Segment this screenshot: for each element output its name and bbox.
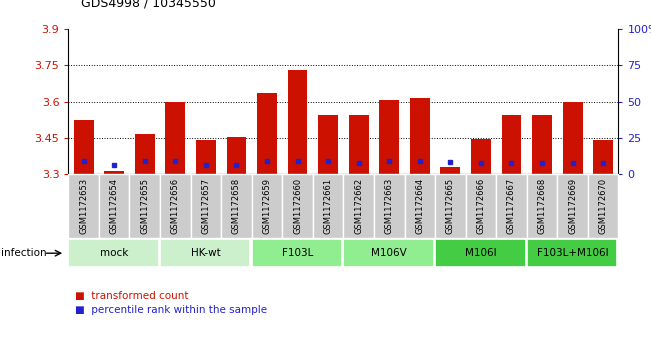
Bar bbox=[471, 139, 491, 174]
Bar bbox=[318, 115, 338, 174]
Bar bbox=[288, 70, 307, 174]
Text: GSM1172665: GSM1172665 bbox=[446, 178, 455, 234]
Text: ■  transformed count: ■ transformed count bbox=[75, 291, 188, 301]
Bar bbox=[74, 120, 94, 174]
Bar bbox=[227, 137, 246, 174]
Bar bbox=[68, 174, 99, 238]
Bar bbox=[435, 174, 465, 238]
Bar bbox=[283, 174, 313, 238]
Bar bbox=[593, 140, 613, 174]
Text: GSM1172667: GSM1172667 bbox=[507, 178, 516, 234]
Text: GSM1172659: GSM1172659 bbox=[262, 178, 271, 234]
Text: GSM1172655: GSM1172655 bbox=[140, 178, 149, 234]
Text: HK-wt: HK-wt bbox=[191, 248, 221, 258]
Text: GDS4998 / 10345550: GDS4998 / 10345550 bbox=[81, 0, 216, 9]
Bar bbox=[501, 115, 521, 174]
Bar bbox=[527, 174, 557, 238]
Bar bbox=[252, 174, 283, 238]
Text: GSM1172660: GSM1172660 bbox=[293, 178, 302, 234]
Bar bbox=[135, 134, 155, 174]
Bar bbox=[165, 102, 186, 174]
Text: GSM1172656: GSM1172656 bbox=[171, 178, 180, 234]
Text: mock: mock bbox=[100, 248, 128, 258]
Bar bbox=[349, 115, 368, 174]
Bar bbox=[196, 140, 216, 174]
Bar bbox=[588, 174, 618, 238]
Bar bbox=[404, 174, 435, 238]
Bar bbox=[160, 239, 251, 268]
Bar bbox=[465, 174, 496, 238]
Text: F103L+M106I: F103L+M106I bbox=[537, 248, 609, 258]
Bar bbox=[252, 239, 342, 268]
Text: GSM1172661: GSM1172661 bbox=[324, 178, 333, 234]
Bar bbox=[374, 174, 404, 238]
Text: ■  percentile rank within the sample: ■ percentile rank within the sample bbox=[75, 305, 267, 315]
Bar bbox=[527, 239, 617, 268]
Text: GSM1172663: GSM1172663 bbox=[385, 178, 394, 234]
Text: GSM1172664: GSM1172664 bbox=[415, 178, 424, 234]
Bar bbox=[99, 174, 130, 238]
Text: M106I: M106I bbox=[465, 248, 497, 258]
Text: GSM1172669: GSM1172669 bbox=[568, 178, 577, 234]
Text: GSM1172662: GSM1172662 bbox=[354, 178, 363, 234]
Bar bbox=[344, 174, 374, 238]
Text: GSM1172666: GSM1172666 bbox=[477, 178, 486, 234]
Bar bbox=[313, 174, 344, 238]
Bar bbox=[68, 239, 159, 268]
Text: GSM1172653: GSM1172653 bbox=[79, 178, 88, 234]
Bar bbox=[435, 239, 525, 268]
Bar bbox=[191, 174, 221, 238]
Text: GSM1172668: GSM1172668 bbox=[538, 178, 547, 234]
Text: GSM1172657: GSM1172657 bbox=[201, 178, 210, 234]
Bar bbox=[562, 102, 583, 174]
Bar bbox=[104, 171, 124, 174]
Text: GSM1172658: GSM1172658 bbox=[232, 178, 241, 234]
Text: infection: infection bbox=[1, 248, 47, 258]
Bar bbox=[441, 167, 460, 174]
Bar bbox=[130, 174, 160, 238]
Text: GSM1172654: GSM1172654 bbox=[110, 178, 118, 234]
Text: F103L: F103L bbox=[282, 248, 313, 258]
Bar bbox=[410, 98, 430, 174]
Bar bbox=[160, 174, 191, 238]
Bar bbox=[532, 115, 552, 174]
Text: M106V: M106V bbox=[371, 248, 407, 258]
Text: GSM1172670: GSM1172670 bbox=[599, 178, 607, 234]
Bar bbox=[380, 101, 399, 174]
Bar bbox=[344, 239, 434, 268]
Bar bbox=[557, 174, 588, 238]
Bar bbox=[496, 174, 527, 238]
Bar bbox=[257, 93, 277, 174]
Bar bbox=[221, 174, 252, 238]
